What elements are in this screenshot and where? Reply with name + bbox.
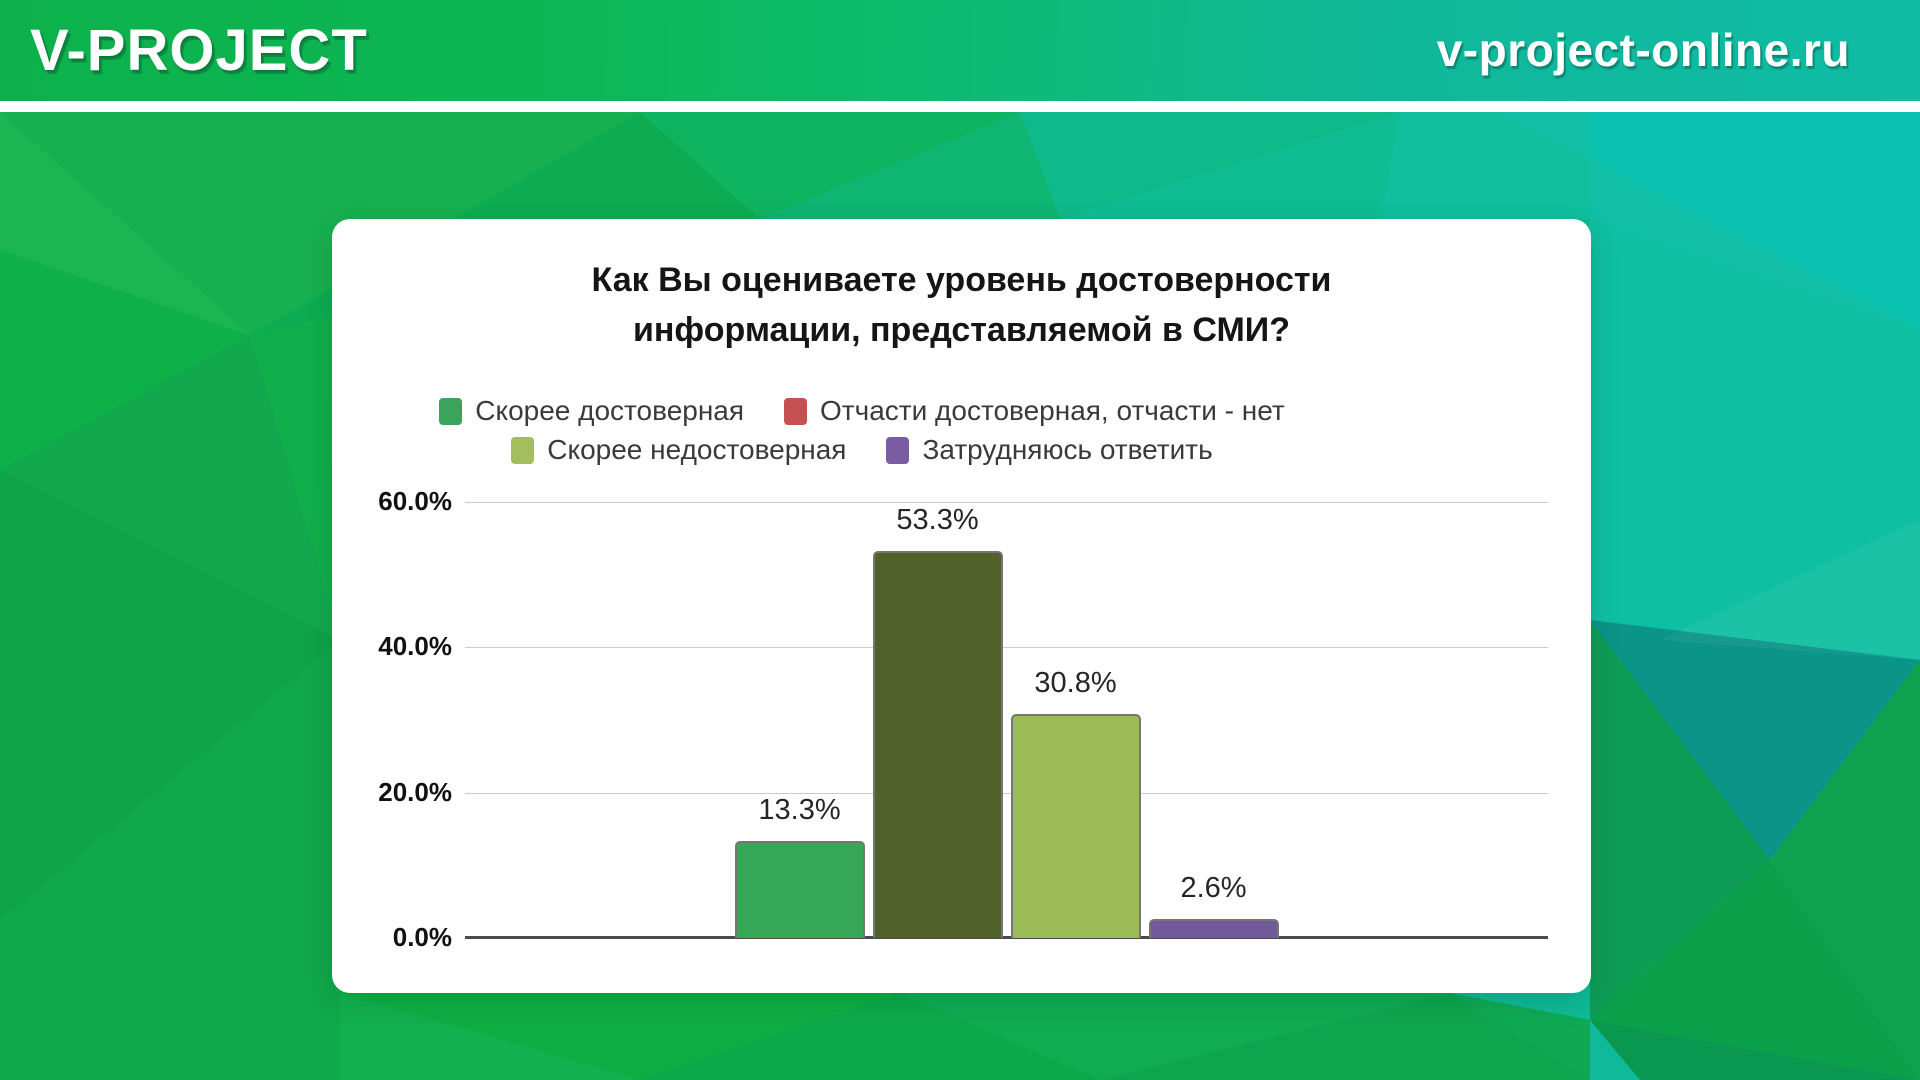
legend-label: Скорее недостоверная: [547, 434, 847, 465]
header-divider: [0, 101, 1920, 112]
legend-label: Затрудняюсь ответить: [922, 434, 1213, 465]
bar-slot: 53.3%: [872, 502, 1003, 938]
header: V-PROJECT v-project-online.ru: [0, 0, 1920, 101]
legend-swatch-icon: [511, 436, 535, 464]
legend-item: Скорее недостоверная: [511, 434, 846, 466]
chart-title-line-2: информации, представляемой в СМИ?: [632, 311, 1290, 349]
bars-group: 13.3% 53.3% 30.8% 2.6%: [734, 502, 1279, 938]
bar: [872, 550, 1003, 938]
bar-value-label: 13.3%: [758, 794, 841, 827]
gridline: [465, 502, 1548, 503]
bar-slot: 13.3%: [734, 502, 865, 938]
y-axis-tick-label: 0.0%: [392, 922, 452, 952]
gridline: [465, 792, 1548, 794]
chart-title: Как Вы оцениваете уровень достоверности …: [332, 255, 1591, 355]
bar: [734, 841, 865, 938]
y-axis-tick-label: 40.0%: [378, 631, 452, 662]
logo: V-PROJECT: [30, 18, 368, 83]
legend-label: Отчасти достоверная, отчасти - нет: [820, 395, 1285, 426]
site-url: v-project-online.ru: [1436, 24, 1850, 76]
legend-item: Отчасти достоверная, отчасти - нет: [784, 395, 1285, 427]
bar-value-label: 53.3%: [896, 503, 979, 536]
legend-swatch-icon: [439, 397, 463, 425]
bar-value-label: 2.6%: [1180, 872, 1247, 905]
x-axis-baseline: [465, 936, 1548, 939]
legend-item: Затрудняюсь ответить: [886, 434, 1213, 466]
chart-card: Как Вы оцениваете уровень достоверности …: [332, 219, 1591, 993]
gridline: [465, 647, 1548, 649]
bar-value-label: 30.8%: [1034, 667, 1117, 700]
bar-slot: 2.6%: [1148, 502, 1279, 938]
legend-swatch-icon: [784, 397, 808, 425]
bar: [1010, 714, 1141, 938]
bar: [1148, 919, 1279, 938]
plot-area: 60.0% 40.0% 20.0% 0.0% 13.3% 53.3% 30.8% 2.6%: [378, 486, 1548, 952]
legend-swatch-icon: [886, 436, 910, 464]
legend-row: Скорее недостоверная Затрудняюсь ответить: [511, 434, 1213, 466]
legend-label: Скорее достоверная: [475, 395, 745, 426]
bar-slot: 30.8%: [1010, 502, 1141, 938]
legend-item: Скорее достоверная: [439, 395, 744, 427]
legend: Скорее достоверная Отчасти достоверная, о…: [332, 395, 1392, 466]
chart-title-line-1: Как Вы оцениваете уровень достоверности: [591, 261, 1332, 299]
y-axis-tick-label: 60.0%: [378, 486, 452, 516]
y-axis-tick-label: 20.0%: [378, 776, 452, 807]
legend-row: Скорее достоверная Отчасти достоверная, о…: [439, 395, 1285, 427]
